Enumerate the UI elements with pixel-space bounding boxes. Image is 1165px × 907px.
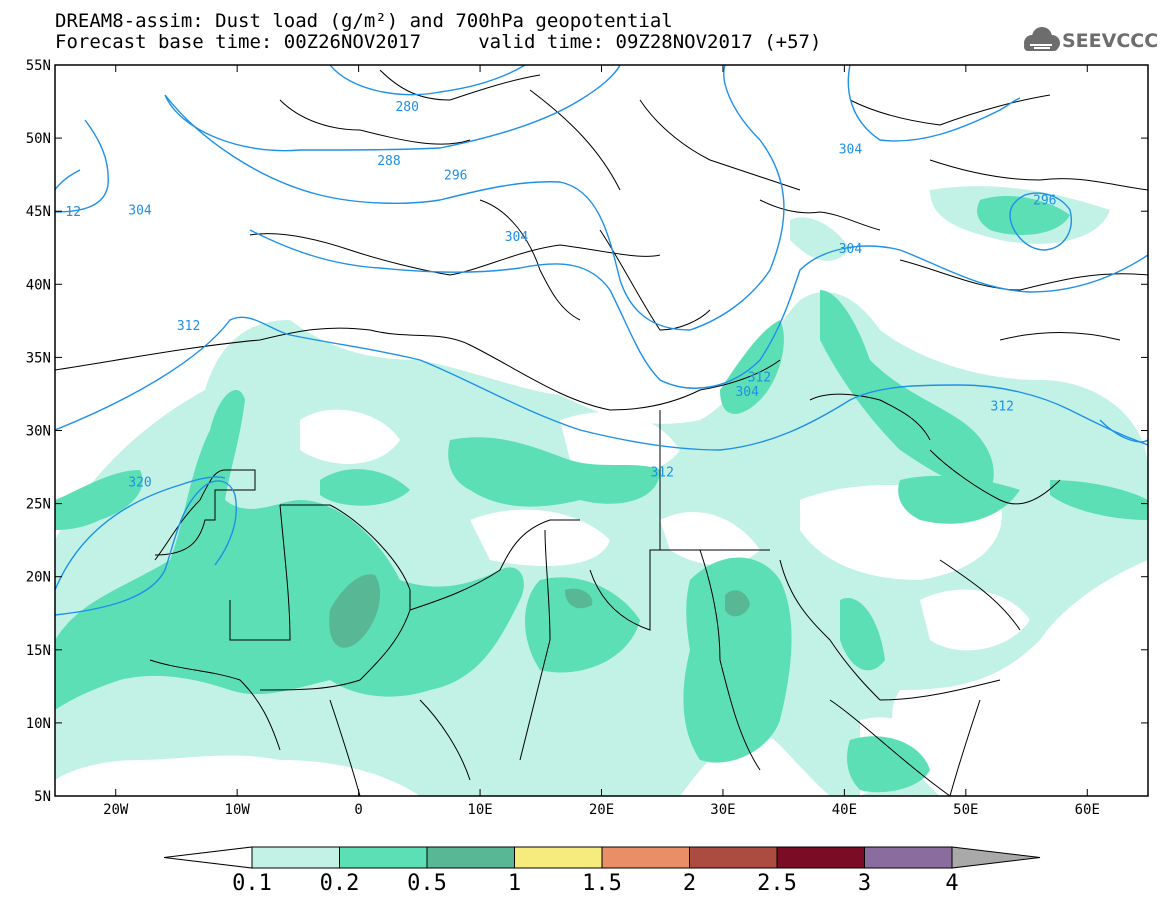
contour-label: 296 — [444, 169, 467, 184]
y-tick-label: 5N — [34, 789, 51, 805]
colorbar-swatch — [426, 846, 515, 869]
seevccc-logo-text: SEEVCCC — [1062, 30, 1159, 52]
y-tick-label: 15N — [26, 643, 51, 659]
map-title-line-2: Forecast base time: 00Z26NOV2017 valid t… — [55, 31, 822, 53]
colorbar-label: 3 — [858, 871, 871, 896]
y-tick-label: 25N — [26, 497, 51, 513]
cloud-icon — [1024, 27, 1060, 51]
x-tick-label: 40E — [832, 802, 857, 818]
x-tick-label: 60E — [1075, 802, 1100, 818]
colorbar-over-arrow — [951, 846, 1041, 869]
y-tick-label: 55N — [26, 58, 51, 74]
axis-ticks: 20W 10W 0 10E 20E 30E 40E 50E 60E 55N 50N 45N 40N 35N… — [26, 58, 1148, 818]
colorbar-swatch — [776, 846, 865, 869]
contour-label: 12 — [65, 205, 81, 220]
y-tick-label: 40N — [26, 277, 51, 293]
y-tick-label: 30N — [26, 424, 51, 440]
colorbar-under-arrow — [163, 846, 253, 869]
y-tick-label: 10N — [26, 716, 51, 732]
colorbar-label: 1.5 — [582, 871, 622, 896]
x-tick-label: 0 — [354, 802, 362, 818]
contour-label: 296 — [1033, 194, 1056, 209]
y-tick-label: 20N — [26, 570, 51, 586]
contour-label: 304 — [735, 385, 759, 400]
colorbar-swatch — [689, 846, 778, 869]
contour-label: 304 — [839, 142, 863, 157]
colorbar-label: 2 — [683, 871, 696, 896]
colorbar-swatch — [251, 846, 340, 869]
contour-label: 312 — [991, 400, 1014, 415]
contour-label: 312 — [650, 465, 673, 480]
contour-label: 288 — [377, 154, 400, 169]
contour-label: 304 — [839, 242, 863, 257]
contour-label: 304 — [505, 230, 529, 245]
x-tick-label: 50E — [953, 802, 978, 818]
contour-labels: 2802882962963043043043043043123123123123… — [65, 100, 1056, 491]
y-tick-label: 45N — [26, 204, 51, 220]
country-borders — [55, 69, 1148, 796]
colorbar-swatch — [864, 846, 953, 869]
colorbar-label: 4 — [945, 871, 958, 896]
geopotential-contours — [55, 65, 1148, 616]
contour-label: 304 — [128, 204, 152, 219]
colorbar-label: 0.1 — [232, 871, 272, 896]
y-tick-label: 35N — [26, 350, 51, 366]
x-tick-label: 10W — [225, 802, 251, 818]
y-tick-label: 50N — [26, 131, 51, 147]
colorbar-label: 2.5 — [757, 871, 797, 896]
colorbar-label: 1 — [508, 871, 521, 896]
contour-label: 320 — [128, 476, 151, 491]
colorbar-label: 0.2 — [320, 871, 360, 896]
colorbar-swatch — [601, 846, 690, 869]
dust-shading-medium — [55, 195, 1148, 793]
colorbar-swatch — [514, 846, 603, 869]
map-title-line-1: DREAM8-assim: Dust load (g/m²) and 700hP… — [55, 10, 673, 32]
contour-label: 280 — [395, 100, 418, 115]
contour-label: 312 — [748, 370, 771, 385]
dust-shading-high — [329, 574, 750, 648]
colorbar: 0.1 0.2 0.5 1 1.5 2 2.5 3 4 — [163, 846, 1041, 896]
contour-label: 312 — [177, 319, 200, 334]
x-tick-label: 20E — [589, 802, 614, 818]
x-tick-label: 30E — [710, 802, 735, 818]
x-tick-label: 20W — [103, 802, 129, 818]
colorbar-label: 0.5 — [407, 871, 447, 896]
x-tick-label: 10E — [467, 802, 492, 818]
colorbar-swatch — [339, 846, 428, 869]
